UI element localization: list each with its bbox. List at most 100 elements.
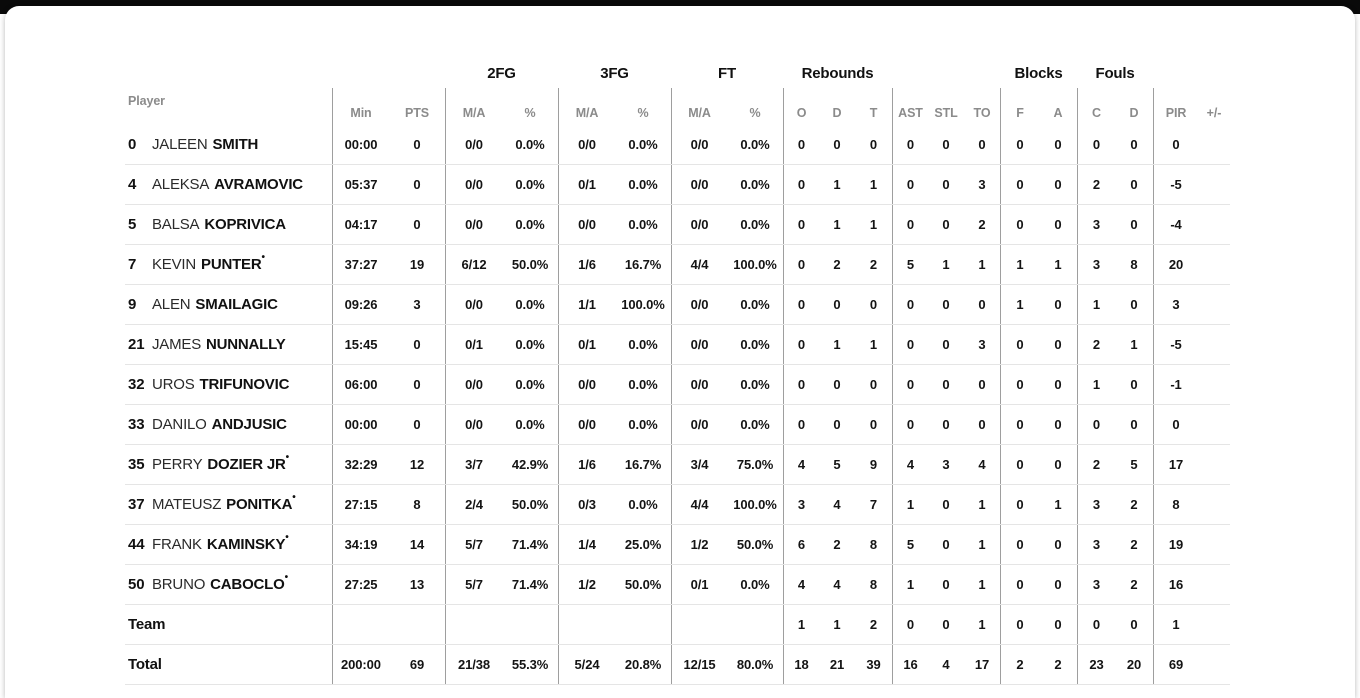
cell-stl: 0 bbox=[942, 577, 950, 592]
cell-ft_pct: 50.0% bbox=[736, 537, 774, 552]
group-header-3fg: 3FG bbox=[600, 64, 629, 82]
cell-ast: 16 bbox=[892, 645, 928, 684]
player-row: 0 JALEEN SMITH 00:00 0 0/0 0.0% 0/0 0.0% 0/0 0.0% 0… bbox=[125, 125, 1230, 165]
cell-pts: 0 bbox=[413, 217, 421, 232]
player-row: 4 ALEKSA AVRAMOVIC 05:37 0 0/0 0.0% 0/1 0.0% 0/0 0… bbox=[125, 165, 1230, 205]
box-score-card: 2FG 3FG FT Rebounds Blocks Fouls Player … bbox=[5, 6, 1355, 698]
cell-stl: 0 bbox=[942, 177, 950, 192]
starter-mark: • bbox=[284, 572, 289, 583]
cell-blk_a: 2 bbox=[1054, 657, 1062, 672]
cell-fg3_pct: 0.0% bbox=[628, 417, 658, 432]
col-header-reb-d: D bbox=[832, 106, 842, 120]
cell-fg2_pct: 0.0% bbox=[515, 337, 545, 352]
cell-fg3_ma: 0/0 bbox=[558, 125, 615, 164]
cell-ast: 5 bbox=[892, 245, 928, 284]
cell-reb_o: 1 bbox=[783, 605, 819, 644]
cell-foul_c: 0 bbox=[1077, 125, 1115, 164]
cell-fg2_ma: 0/0 bbox=[445, 365, 502, 404]
player-first-name: BRUNO bbox=[152, 576, 206, 593]
cell-to: 1 bbox=[978, 257, 986, 272]
jersey-number: 9 bbox=[128, 296, 137, 313]
cell-pm bbox=[1198, 485, 1230, 524]
cell-ft_ma: 4/4 bbox=[671, 245, 727, 284]
table-body: 0 JALEEN SMITH 00:00 0 0/0 0.0% 0/0 0.0% 0/0 0.0% 0… bbox=[125, 125, 1230, 685]
group-spacer bbox=[1153, 58, 1230, 88]
player-cell: 5 BALSA KOPRIVICA bbox=[125, 205, 332, 244]
cell-to: 1 bbox=[978, 537, 986, 552]
col-header-2fg-ma: M/A bbox=[445, 88, 502, 125]
cell-stl: 0 bbox=[942, 217, 950, 232]
group-header-2fg: 2FG bbox=[487, 64, 516, 82]
cell-ft_pct: 100.0% bbox=[733, 257, 777, 272]
cell-pts: 3 bbox=[413, 297, 421, 312]
cell-min: 27:25 bbox=[332, 565, 389, 604]
player-row: 32 UROS TRIFUNOVIC 06:00 0 0/0 0.0% 0/0 0.0% 0/0 0… bbox=[125, 365, 1230, 405]
group-header-fouls: Fouls bbox=[1095, 64, 1135, 82]
cell-stl: 0 bbox=[942, 137, 950, 152]
cell-fg2_ma bbox=[445, 605, 502, 644]
cell-pm bbox=[1198, 525, 1230, 564]
cell-stl: 0 bbox=[942, 417, 950, 432]
cell-ft_pct: 0.0% bbox=[740, 337, 770, 352]
cell-ast: 0 bbox=[892, 125, 928, 164]
player-last-name: SMITH bbox=[212, 136, 259, 153]
cell-ast: 4 bbox=[892, 445, 928, 484]
cell-pir: 1 bbox=[1153, 605, 1198, 644]
cell-to: 0 bbox=[978, 297, 986, 312]
cell-reb_t: 7 bbox=[869, 497, 878, 512]
player-last-name: CABOCLO bbox=[210, 576, 285, 593]
cell-foul_c: 0 bbox=[1077, 405, 1115, 444]
cell-min: 27:15 bbox=[332, 485, 389, 524]
cell-ft_pct: 0.0% bbox=[740, 137, 770, 152]
col-header-reb-o: O bbox=[783, 88, 819, 125]
player-first-name: DANILO bbox=[152, 416, 207, 433]
cell-stl: 0 bbox=[942, 537, 950, 552]
cell-fg2_ma: 2/4 bbox=[445, 485, 502, 524]
cell-ast: 1 bbox=[892, 565, 928, 604]
cell-reb_d: 21 bbox=[829, 657, 845, 672]
player-last-name: NUNNALLY bbox=[206, 336, 286, 353]
cell-min bbox=[332, 605, 389, 644]
cell-pm bbox=[1198, 325, 1230, 364]
player-cell: 7 KEVIN PUNTER • bbox=[125, 245, 332, 284]
cell-fg2_pct bbox=[502, 605, 558, 644]
cell-fg3_pct: 0.0% bbox=[628, 137, 658, 152]
jersey-number: 0 bbox=[128, 136, 137, 153]
cell-ft_ma: 0/0 bbox=[671, 405, 727, 444]
cell-foul_d: 5 bbox=[1130, 457, 1138, 472]
cell-fg2_ma: 5/7 bbox=[445, 525, 502, 564]
cell-pm bbox=[1198, 445, 1230, 484]
cell-blk_f: 2 bbox=[1000, 645, 1039, 684]
col-header-ft-pct: % bbox=[749, 106, 761, 120]
cell-fg3_pct: 25.0% bbox=[624, 537, 662, 552]
cell-fg3_pct: 50.0% bbox=[624, 577, 662, 592]
cell-blk_a: 0 bbox=[1054, 177, 1062, 192]
cell-reb_o: 0 bbox=[783, 125, 819, 164]
cell-foul_c: 1 bbox=[1077, 365, 1115, 404]
cell-fg2_pct: 55.3% bbox=[511, 657, 549, 672]
cell-ft_pct: 80.0% bbox=[736, 657, 774, 672]
cell-pts: 0 bbox=[413, 337, 421, 352]
cell-ast: 0 bbox=[892, 405, 928, 444]
jersey-number: 50 bbox=[128, 576, 145, 593]
cell-reb_t: 9 bbox=[869, 457, 878, 472]
cell-blk_a: 1 bbox=[1054, 497, 1062, 512]
cell-blk_f: 1 bbox=[1000, 285, 1039, 324]
cell-fg2_pct: 50.0% bbox=[511, 257, 549, 272]
cell-pir: 3 bbox=[1153, 285, 1198, 324]
cell-reb_t: 0 bbox=[869, 297, 878, 312]
cell-fg3_ma: 0/0 bbox=[558, 365, 615, 404]
cell-blk_a: 0 bbox=[1054, 617, 1062, 632]
cell-foul_d: 0 bbox=[1130, 297, 1138, 312]
cell-reb_t: 2 bbox=[869, 617, 878, 632]
col-header-pir: PIR bbox=[1153, 88, 1198, 125]
cell-pm bbox=[1198, 565, 1230, 604]
cell-foul_d: 0 bbox=[1130, 377, 1138, 392]
cell-ft_ma: 0/0 bbox=[671, 325, 727, 364]
cell-reb_o: 0 bbox=[783, 205, 819, 244]
cell-reb_o: 4 bbox=[783, 445, 819, 484]
cell-fg2_pct: 0.0% bbox=[515, 217, 545, 232]
cell-ft_ma: 3/4 bbox=[671, 445, 727, 484]
cell-pts: 0 bbox=[413, 137, 421, 152]
cell-reb_o: 0 bbox=[783, 365, 819, 404]
